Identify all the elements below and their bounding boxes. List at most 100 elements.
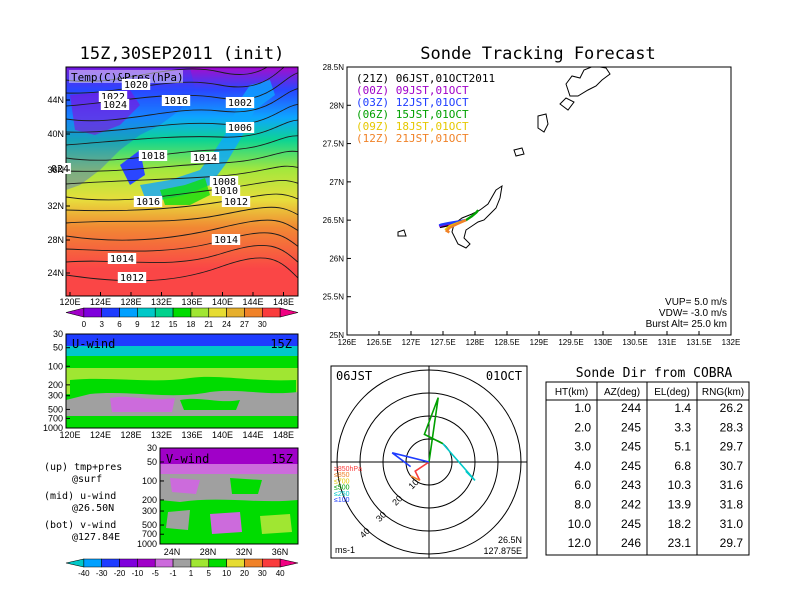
launch-legend-item: (00Z) 09JST,01OCT	[356, 84, 469, 97]
vwind-time: 15Z	[271, 452, 293, 466]
colorbar-swatch	[279, 558, 299, 568]
param-line: VDW= -3.0 m/s	[659, 308, 727, 319]
lon-tick-label: 148E	[273, 430, 294, 440]
hodograph-line	[391, 452, 430, 468]
isobar-label: 1008	[212, 177, 236, 188]
pressure-tick-label: 100	[48, 361, 63, 371]
lat-tick-label: 28.5N	[323, 63, 345, 72]
range-label: 30	[374, 510, 388, 524]
launch-legend-item: (09Z) 18JST,01OCT	[356, 120, 469, 133]
note-line: (up) tmp+pres	[44, 462, 122, 473]
colorbar-swatch	[119, 307, 138, 318]
table-cell: 1.4	[674, 401, 691, 415]
isobar-label-bg	[225, 122, 255, 133]
track-line	[465, 209, 480, 222]
colorbar-label: 27	[240, 320, 249, 329]
pressure-tick-label: 1000	[43, 423, 63, 433]
lon-tick-label: 128E	[120, 430, 141, 440]
hodograph-lines	[391, 397, 476, 482]
polar-time: 06JST	[336, 369, 372, 383]
note-sub: @26.50N	[72, 503, 114, 514]
colorbar-label: 1	[189, 569, 194, 578]
pressure-tick-label: 100	[142, 476, 157, 486]
pressure-legend-item: ≤100	[334, 497, 350, 504]
isobar-label-bg	[211, 234, 241, 245]
colorbar-label: 24	[222, 320, 231, 329]
column-header: RNG(km)	[702, 387, 744, 398]
table-cell: 18.2	[668, 517, 692, 531]
pressure-legend-item: ≤500	[334, 485, 350, 492]
lat-tick-label: 27.5N	[323, 140, 345, 149]
pressure-tick-label: 200	[142, 495, 157, 505]
vwind-lat-ticks: 24N 28N 32N 36N	[164, 547, 289, 557]
colorbar-swatch	[226, 307, 245, 318]
pressure-tick-label: 300	[48, 391, 63, 401]
colorbar-label: 9	[135, 320, 140, 329]
colorbar-swatch	[83, 558, 102, 568]
lon-tick-label: 144E	[242, 297, 263, 307]
lat-tick-label: 44N	[47, 95, 64, 105]
isobar-label: 1014	[110, 254, 134, 265]
pressure-legend-item: ≤700	[334, 478, 350, 485]
colorbar-label: 40	[276, 569, 285, 578]
pressure-tick-label: 30	[53, 329, 63, 339]
table-cell: 26.2	[720, 401, 744, 415]
main-title: Sonde Tracking Forecast	[420, 44, 655, 64]
lon-tick-label: 129E	[530, 338, 549, 347]
lat-tick-label: 24N	[47, 268, 64, 278]
isobar-label-bg	[209, 176, 239, 187]
lon-tick-label: 148E	[273, 297, 294, 307]
colorbar-swatch	[137, 307, 156, 318]
colorbar-label: 21	[204, 320, 213, 329]
lon-tick-label: 128.5E	[494, 338, 519, 347]
table-cell: 6.0	[574, 478, 591, 492]
lon-tick-label: 127E	[402, 338, 421, 347]
colorbar-swatch	[154, 558, 174, 568]
lat-tick-label: 36N	[272, 547, 289, 557]
colorbar-swatch	[119, 558, 138, 568]
table-cell: 29.7	[720, 440, 744, 454]
lon-tick-label: 136E	[181, 430, 202, 440]
pressure-tick-label: 30	[147, 443, 157, 453]
colorbar-label: 3	[99, 320, 104, 329]
uwind-time: 15Z	[270, 337, 292, 351]
lon-tick-label: 131E	[658, 338, 677, 347]
colorbar-swatch	[190, 558, 210, 568]
isobar-label: 1006	[228, 123, 252, 134]
lat-tick-label: 28N	[200, 547, 217, 557]
isobar-label-bg	[138, 150, 168, 161]
pressure-legend-item: ≤850	[334, 472, 350, 479]
colorbar-swatch	[172, 307, 192, 318]
isobar-label: 1020	[124, 80, 148, 91]
surface-label-bg	[69, 70, 183, 83]
colorbar-swatch	[190, 307, 210, 318]
pressure-tick-label: 1000	[137, 539, 157, 549]
table-cell: 4.0	[574, 459, 591, 473]
table-cell: 29.7	[720, 536, 744, 550]
sonde-table-title: Sonde Dir from COBRA	[576, 366, 733, 381]
track-line	[444, 219, 467, 234]
polar-lat: 26.5N	[498, 535, 522, 545]
table-cell: 3.3	[674, 420, 691, 434]
island-outlines	[397, 67, 611, 249]
lon-tick-label: 128E	[466, 338, 485, 347]
colorbar-swatch	[101, 307, 120, 318]
colorbar-swatch	[208, 307, 227, 318]
isobar-label: 1010	[214, 186, 238, 197]
colorbar-label: 12	[151, 320, 160, 329]
table-cell: 31.8	[720, 498, 744, 512]
isobar-label: 1012	[224, 197, 248, 208]
uwind-bands	[66, 334, 298, 428]
lon-tick-label: 126.5E	[366, 338, 391, 347]
pressure-legend: ≥850hPa≤850≤700≤500≤250≤100	[334, 466, 362, 504]
hodograph-line	[414, 461, 430, 481]
colorbar-label: 18	[186, 320, 195, 329]
colorbar-label: -10	[132, 569, 144, 578]
map-lon-ticks: 126E 126.5E 127E 127.5E 128E 128.5E 129E 129.5E…	[338, 331, 740, 347]
isobar-label-bg	[221, 196, 251, 207]
lon-tick-label: 120E	[59, 430, 80, 440]
column-header: EL(deg)	[654, 387, 690, 398]
param-line: Burst Alt= 25.0 km	[646, 319, 727, 330]
lon-tick-label: 131.5E	[686, 338, 711, 347]
